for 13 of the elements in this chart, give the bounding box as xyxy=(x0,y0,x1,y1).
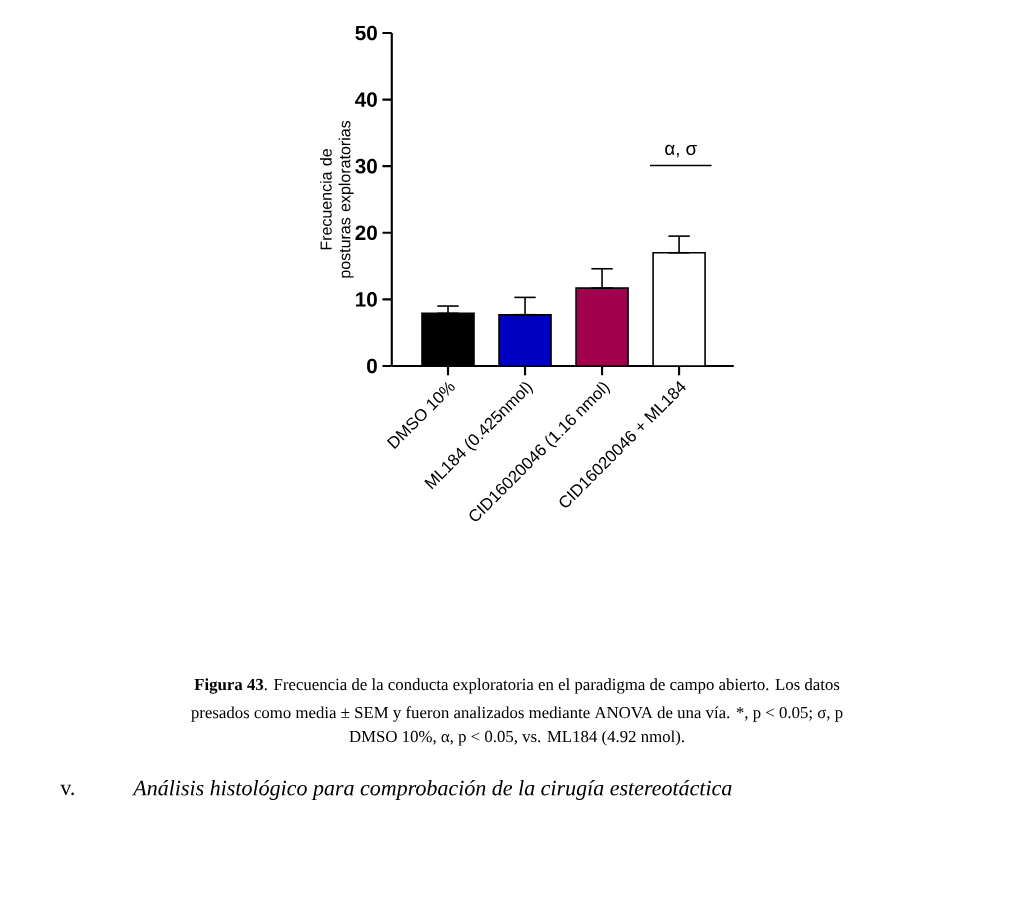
y-tick-label: 20 xyxy=(355,225,377,241)
y-axis-title: Frecuencia de posturas exploratorias xyxy=(320,120,354,278)
y-tick-label: 50 xyxy=(355,25,377,41)
y-tick-label: 40 xyxy=(355,92,377,107)
y-tick-label: 30 xyxy=(355,158,377,174)
text: Figura 43. Frecuencia de la conducta exploratoria en el paradigma de campo abierto. Los datos xyxy=(194,678,840,694)
y-tick-label: 0 xyxy=(367,358,377,374)
text: presados como media ± SEM y fueron analizados mediante ANOVA de una vía. *, p < 0.05; σ, p xyxy=(191,706,843,722)
text: DMSO 10%, α, p < 0.05, vs. ML184 (4.92 nmol). xyxy=(349,730,684,746)
y-tick-label: 10 xyxy=(356,292,377,307)
text: Análisis histológico para comprobación de la cirugía estereotáctica xyxy=(132,780,732,800)
annotation: α, σ xyxy=(665,144,697,158)
text: v. xyxy=(60,784,74,796)
